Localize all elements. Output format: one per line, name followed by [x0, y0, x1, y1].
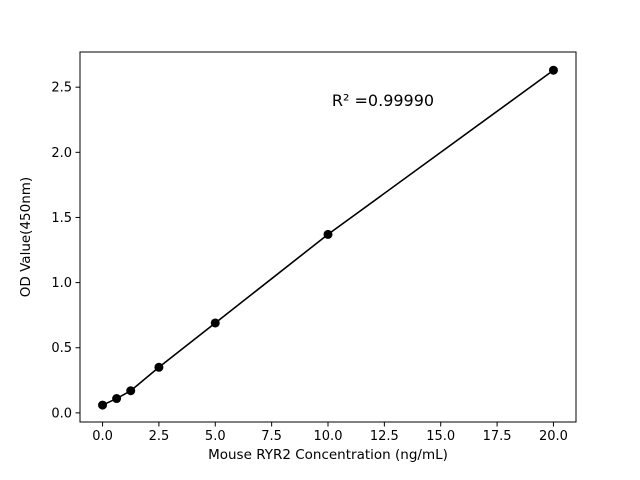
x-tick-label: 20.0	[539, 429, 568, 444]
x-tick-label: 7.5	[261, 429, 282, 444]
data-point	[548, 65, 558, 75]
y-tick-label: 1.5	[51, 211, 72, 226]
x-tick-label: 12.5	[370, 429, 399, 444]
data-point	[154, 362, 164, 372]
r-squared-annotation: R² =0.99990	[332, 91, 434, 110]
data-point	[126, 386, 136, 396]
x-tick-label: 15.0	[426, 429, 455, 444]
x-tick-label: 0.0	[92, 429, 113, 444]
x-tick-label: 2.5	[149, 429, 170, 444]
data-point	[98, 400, 108, 410]
y-tick-label: 1.0	[51, 276, 72, 291]
x-tick-label: 10.0	[314, 429, 343, 444]
y-tick-label: 2.0	[51, 146, 72, 161]
x-axis-label: Mouse RYR2 Concentration (ng/mL)	[208, 447, 448, 463]
y-axis-label: OD Value(450nm)	[18, 177, 34, 297]
data-point	[323, 229, 333, 239]
y-tick-label: 2.5	[51, 81, 72, 96]
data-point	[210, 318, 220, 328]
x-tick-label: 5.0	[205, 429, 226, 444]
y-tick-label: 0.5	[51, 341, 72, 356]
x-tick-label: 17.5	[483, 429, 512, 444]
y-tick-label: 0.0	[51, 406, 72, 421]
data-point	[112, 394, 122, 404]
